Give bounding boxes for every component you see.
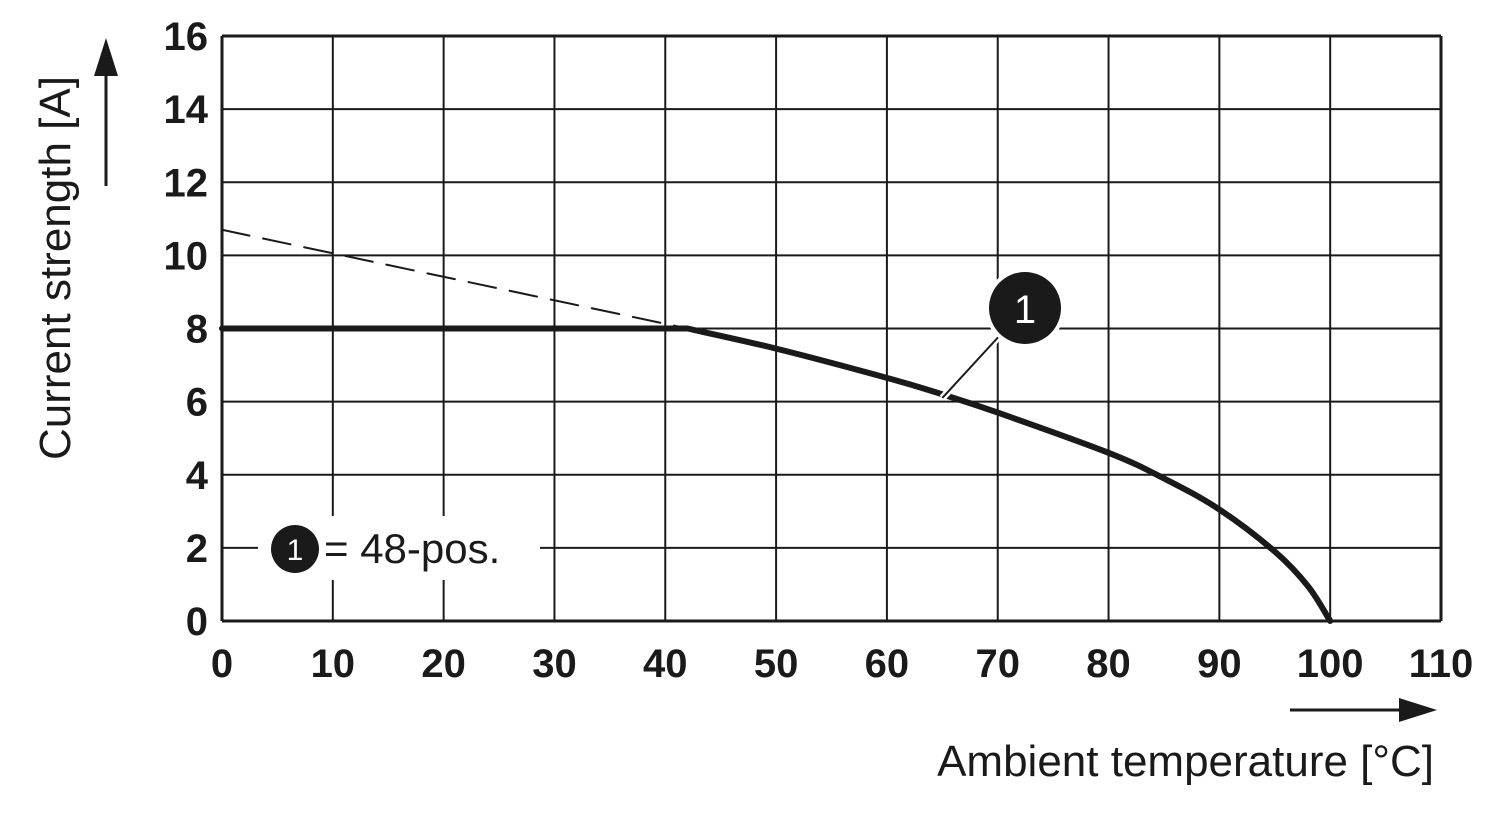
x-tick-label: 0 — [211, 642, 233, 686]
legend-text: = 48-pos. — [324, 525, 500, 572]
x-tick-label: 80 — [1086, 642, 1131, 686]
grid — [220, 34, 1443, 623]
callout-marker — [989, 272, 1061, 344]
series-line-1 — [219, 325, 1334, 624]
legend: 1 = 48-pos. — [258, 516, 540, 580]
y-tick-label: 0 — [186, 600, 208, 644]
callout-number: 1 — [1014, 288, 1036, 332]
x-tick-label: 40 — [643, 642, 688, 686]
x-axis-arrow-head — [1399, 698, 1437, 722]
y-tick-label: 4 — [186, 454, 209, 498]
x-tick-label: 20 — [421, 642, 466, 686]
x-tick-label: 100 — [1297, 642, 1364, 686]
x-tick-label: 10 — [311, 642, 356, 686]
x-tick-label: 70 — [975, 642, 1020, 686]
y-tick-label: 6 — [186, 381, 208, 425]
y-tick-label: 12 — [164, 161, 209, 205]
x-tick-label: 50 — [754, 642, 799, 686]
x-axis-title: Ambient temperature [°C] — [937, 737, 1434, 786]
legend-marker-number: 1 — [287, 534, 304, 567]
x-tick-labels: 0 10 20 30 40 50 60 70 80 90 100 110 — [211, 642, 1473, 686]
x-tick-label: 90 — [1197, 642, 1242, 686]
y-tick-label: 8 — [186, 308, 208, 352]
legend-marker — [271, 525, 319, 573]
x-tick-label: 60 — [865, 642, 910, 686]
x-tick-label: 30 — [532, 642, 577, 686]
x-tick-label: 110 — [1409, 642, 1474, 686]
curve-callout: 1 — [939, 268, 1065, 401]
y-tick-label: 16 — [164, 15, 209, 59]
y-tick-labels: 0 2 4 6 8 10 12 14 16 — [164, 15, 209, 644]
y-axis-arrow-head — [94, 38, 118, 76]
series-layer — [219, 228, 1334, 624]
y-tick-label: 10 — [164, 234, 209, 278]
y-axis-title: Current strength [A] — [31, 76, 80, 460]
y-tick-label: 14 — [164, 88, 209, 132]
series-line-extrapolation — [221, 228, 689, 330]
y-tick-label: 2 — [186, 527, 208, 571]
callout-leader-line-inner — [941, 333, 1002, 399]
